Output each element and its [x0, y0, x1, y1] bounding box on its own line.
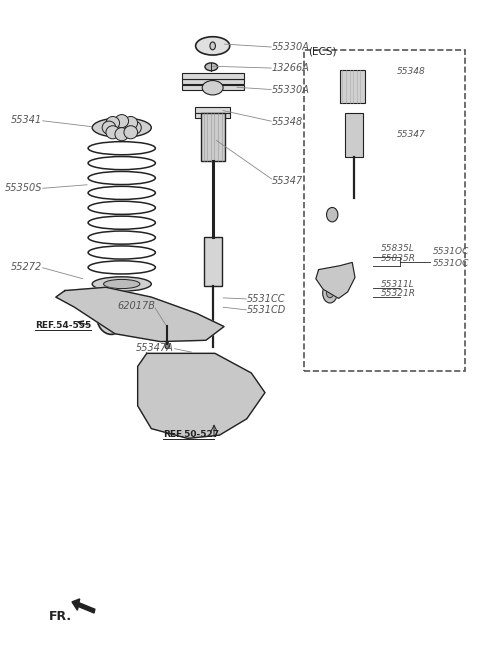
Ellipse shape: [326, 288, 334, 298]
Ellipse shape: [323, 283, 337, 303]
Ellipse shape: [96, 296, 126, 334]
Ellipse shape: [104, 306, 119, 325]
Text: (ECS): (ECS): [308, 47, 336, 57]
Bar: [303, 51, 465, 371]
Ellipse shape: [106, 116, 120, 129]
Ellipse shape: [115, 114, 129, 127]
Bar: [182, 74, 243, 79]
Ellipse shape: [128, 121, 141, 134]
Ellipse shape: [205, 63, 217, 71]
Text: 55350S: 55350S: [5, 183, 42, 194]
Bar: [182, 79, 243, 85]
Ellipse shape: [202, 81, 223, 95]
Text: 55311L: 55311L: [381, 279, 415, 288]
Text: 55835L: 55835L: [381, 244, 415, 252]
Text: 55347: 55347: [397, 129, 426, 139]
Text: 5531OC: 5531OC: [433, 259, 469, 267]
Ellipse shape: [195, 378, 218, 407]
Ellipse shape: [102, 121, 116, 134]
Ellipse shape: [196, 37, 230, 55]
Ellipse shape: [124, 125, 138, 139]
Text: 5531OC: 5531OC: [433, 247, 469, 256]
Text: 55272: 55272: [11, 262, 42, 272]
Polygon shape: [138, 353, 265, 438]
Text: 55330A: 55330A: [272, 42, 310, 52]
Text: 55348: 55348: [397, 67, 426, 76]
Text: 55347A: 55347A: [136, 343, 174, 353]
Text: 55348: 55348: [272, 117, 303, 127]
Bar: [201, 112, 225, 161]
Bar: [345, 112, 363, 157]
Text: 55347: 55347: [272, 175, 303, 186]
Ellipse shape: [92, 277, 151, 291]
Text: REF.54-555: REF.54-555: [36, 321, 92, 330]
Text: REF.50-527: REF.50-527: [163, 430, 219, 439]
Text: 5531CC: 5531CC: [247, 294, 285, 304]
Bar: [195, 107, 230, 112]
FancyArrow shape: [72, 599, 95, 613]
Ellipse shape: [165, 342, 169, 349]
Text: 5531CD: 5531CD: [247, 306, 286, 315]
Ellipse shape: [210, 42, 216, 50]
Ellipse shape: [326, 208, 338, 222]
Bar: [195, 113, 230, 118]
Ellipse shape: [106, 125, 120, 139]
Text: 55321R: 55321R: [381, 289, 416, 298]
Ellipse shape: [92, 118, 151, 137]
Text: 55330A: 55330A: [272, 85, 310, 95]
Text: FR.: FR.: [49, 610, 72, 623]
Polygon shape: [56, 287, 224, 342]
Bar: [182, 85, 243, 91]
Polygon shape: [316, 262, 355, 298]
Ellipse shape: [175, 403, 193, 428]
Bar: [204, 237, 222, 286]
Ellipse shape: [104, 279, 140, 288]
Text: 55835R: 55835R: [381, 254, 416, 263]
Ellipse shape: [124, 116, 138, 129]
Ellipse shape: [115, 127, 129, 141]
Text: 55341: 55341: [11, 116, 42, 125]
Text: 62017B: 62017B: [118, 301, 156, 311]
Text: 13266A: 13266A: [272, 63, 310, 73]
Bar: [340, 70, 365, 102]
Ellipse shape: [164, 316, 170, 326]
